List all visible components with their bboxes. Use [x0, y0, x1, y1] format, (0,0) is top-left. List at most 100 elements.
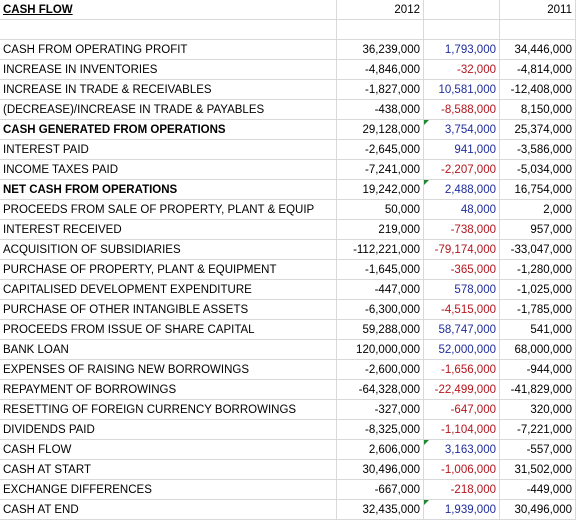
difference-cell[interactable]: 52,000,000 — [424, 340, 500, 360]
difference-cell[interactable]: 941,000 — [424, 140, 500, 160]
value-2012-cell[interactable]: -4,846,000 — [337, 60, 424, 80]
row-label[interactable]: NET CASH FROM OPERATIONS — [0, 180, 337, 200]
difference-cell[interactable]: 3,163,000 — [424, 440, 500, 460]
row-label[interactable]: REPAYMENT OF BORROWINGS — [0, 380, 337, 400]
value-2012-cell[interactable]: -438,000 — [337, 100, 424, 120]
difference-cell[interactable]: -738,000 — [424, 220, 500, 240]
value-2012-cell[interactable]: -6,300,000 — [337, 300, 424, 320]
value-2011-cell[interactable]: -449,000 — [500, 480, 576, 500]
value-2012-cell[interactable]: -447,000 — [337, 280, 424, 300]
value-2011-cell[interactable]: -5,034,000 — [500, 160, 576, 180]
value-2012-cell[interactable]: 32,435,000 — [337, 500, 424, 520]
value-2011-cell[interactable]: 68,000,000 — [500, 340, 576, 360]
empty-cell[interactable] — [0, 20, 337, 40]
difference-cell[interactable]: -79,174,000 — [424, 240, 500, 260]
row-label[interactable]: INTEREST PAID — [0, 140, 337, 160]
difference-cell[interactable]: -8,588,000 — [424, 100, 500, 120]
row-label[interactable]: PROCEEDS FROM ISSUE OF SHARE CAPITAL — [0, 320, 337, 340]
value-2012-cell[interactable]: -112,221,000 — [337, 240, 424, 260]
difference-cell[interactable]: -647,000 — [424, 400, 500, 420]
column-header-2012[interactable]: 2012 — [337, 0, 424, 20]
value-2011-cell[interactable]: -7,221,000 — [500, 420, 576, 440]
value-2012-cell[interactable]: 19,242,000 — [337, 180, 424, 200]
value-2012-cell[interactable]: -2,645,000 — [337, 140, 424, 160]
row-label[interactable]: (DECREASE)/INCREASE IN TRADE & PAYABLES — [0, 100, 337, 120]
difference-cell[interactable]: -1,006,000 — [424, 460, 500, 480]
value-2011-cell[interactable]: 25,374,000 — [500, 120, 576, 140]
value-2011-cell[interactable]: 34,446,000 — [500, 40, 576, 60]
difference-cell[interactable]: 578,000 — [424, 280, 500, 300]
difference-cell[interactable]: -218,000 — [424, 480, 500, 500]
row-label[interactable]: RESETTING OF FOREIGN CURRENCY BORROWINGS — [0, 400, 337, 420]
value-2011-cell[interactable]: 8,150,000 — [500, 100, 576, 120]
value-2012-cell[interactable]: 120,000,000 — [337, 340, 424, 360]
value-2012-cell[interactable]: -8,325,000 — [337, 420, 424, 440]
value-2011-cell[interactable]: -1,280,000 — [500, 260, 576, 280]
difference-cell[interactable]: -365,000 — [424, 260, 500, 280]
value-2012-cell[interactable]: -1,645,000 — [337, 260, 424, 280]
row-label[interactable]: PURCHASE OF OTHER INTANGIBLE ASSETS — [0, 300, 337, 320]
value-2011-cell[interactable]: 30,496,000 — [500, 500, 576, 520]
row-label[interactable]: CASH FROM OPERATING PROFIT — [0, 40, 337, 60]
row-label[interactable]: PURCHASE OF PROPERTY, PLANT & EQUIPMENT — [0, 260, 337, 280]
row-label[interactable]: EXCHANGE DIFFERENCES — [0, 480, 337, 500]
value-2011-cell[interactable]: 16,754,000 — [500, 180, 576, 200]
value-2011-cell[interactable]: -1,785,000 — [500, 300, 576, 320]
value-2011-cell[interactable]: -3,586,000 — [500, 140, 576, 160]
value-2011-cell[interactable]: 2,000 — [500, 200, 576, 220]
difference-cell[interactable]: -32,000 — [424, 60, 500, 80]
value-2011-cell[interactable]: -33,047,000 — [500, 240, 576, 260]
row-label[interactable]: CAPITALISED DEVELOPMENT EXPENDITURE — [0, 280, 337, 300]
value-2011-cell[interactable]: 31,502,000 — [500, 460, 576, 480]
empty-cell[interactable] — [337, 20, 424, 40]
empty-cell[interactable] — [424, 20, 500, 40]
empty-cell[interactable] — [500, 20, 576, 40]
value-2012-cell[interactable]: -7,241,000 — [337, 160, 424, 180]
row-label[interactable]: INTEREST RECEIVED — [0, 220, 337, 240]
row-label[interactable]: ACQUISITION OF SUBSIDIARIES — [0, 240, 337, 260]
value-2012-cell[interactable]: -667,000 — [337, 480, 424, 500]
value-2012-cell[interactable]: 59,288,000 — [337, 320, 424, 340]
value-2011-cell[interactable]: -557,000 — [500, 440, 576, 460]
sheet-title[interactable]: CASH FLOW — [0, 0, 337, 20]
value-2011-cell[interactable]: 957,000 — [500, 220, 576, 240]
difference-cell[interactable]: 3,754,000 — [424, 120, 500, 140]
difference-cell[interactable]: 1,939,000 — [424, 500, 500, 520]
row-label[interactable]: INCREASE IN INVENTORIES — [0, 60, 337, 80]
value-2012-cell[interactable]: 2,606,000 — [337, 440, 424, 460]
column-header-difference[interactable] — [424, 0, 500, 20]
value-2012-cell[interactable]: 29,128,000 — [337, 120, 424, 140]
row-label[interactable]: PROCEEDS FROM SALE OF PROPERTY, PLANT & … — [0, 200, 337, 220]
value-2012-cell[interactable]: 50,000 — [337, 200, 424, 220]
row-label[interactable]: CASH AT START — [0, 460, 337, 480]
difference-cell[interactable]: -22,499,000 — [424, 380, 500, 400]
difference-cell[interactable]: 10,581,000 — [424, 80, 500, 100]
value-2012-cell[interactable]: 30,496,000 — [337, 460, 424, 480]
row-label[interactable]: INCOME TAXES PAID — [0, 160, 337, 180]
value-2012-cell[interactable]: -1,827,000 — [337, 80, 424, 100]
difference-cell[interactable]: -2,207,000 — [424, 160, 500, 180]
row-label[interactable]: CASH FLOW — [0, 440, 337, 460]
value-2012-cell[interactable]: 36,239,000 — [337, 40, 424, 60]
value-2011-cell[interactable]: -41,829,000 — [500, 380, 576, 400]
value-2011-cell[interactable]: -1,025,000 — [500, 280, 576, 300]
row-label[interactable]: CASH AT END — [0, 500, 337, 520]
column-header-2011[interactable]: 2011 — [500, 0, 576, 20]
row-label[interactable]: CASH GENERATED FROM OPERATIONS — [0, 120, 337, 140]
row-label[interactable]: DIVIDENDS PAID — [0, 420, 337, 440]
row-label[interactable]: EXPENSES OF RAISING NEW BORROWINGS — [0, 360, 337, 380]
difference-cell[interactable]: -4,515,000 — [424, 300, 500, 320]
value-2012-cell[interactable]: -2,600,000 — [337, 360, 424, 380]
difference-cell[interactable]: 48,000 — [424, 200, 500, 220]
value-2012-cell[interactable]: 219,000 — [337, 220, 424, 240]
difference-cell[interactable]: 58,747,000 — [424, 320, 500, 340]
row-label[interactable]: INCREASE IN TRADE & RECEIVABLES — [0, 80, 337, 100]
value-2011-cell[interactable]: -12,408,000 — [500, 80, 576, 100]
difference-cell[interactable]: -1,656,000 — [424, 360, 500, 380]
value-2011-cell[interactable]: -944,000 — [500, 360, 576, 380]
value-2012-cell[interactable]: -64,328,000 — [337, 380, 424, 400]
value-2012-cell[interactable]: -327,000 — [337, 400, 424, 420]
value-2011-cell[interactable]: 541,000 — [500, 320, 576, 340]
row-label[interactable]: BANK LOAN — [0, 340, 337, 360]
value-2011-cell[interactable]: 320,000 — [500, 400, 576, 420]
